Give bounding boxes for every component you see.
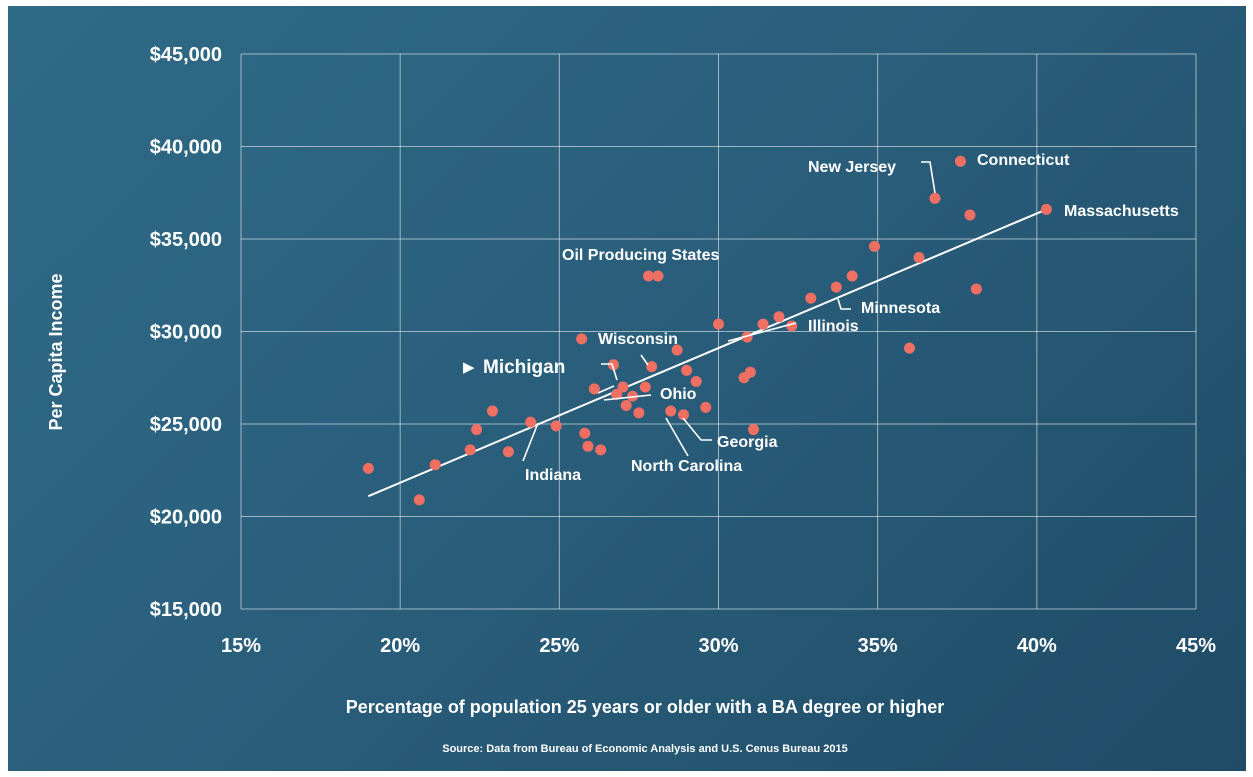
annotation-leader-line [682, 417, 712, 441]
data-point [868, 240, 880, 252]
data-point [582, 440, 594, 452]
x-tick-label: 45% [1176, 635, 1216, 657]
y-tick-label: $35,000 [150, 229, 222, 251]
data-point [502, 446, 514, 458]
data-point [741, 331, 753, 343]
data-point [620, 400, 632, 411]
data-point [830, 281, 842, 293]
data-point [671, 344, 683, 356]
data-point [362, 462, 374, 474]
data-point [677, 409, 689, 421]
label-oil-producing-states: Oil Producing States [562, 247, 719, 264]
x-axis-title: Percentage of population 25 years or old… [346, 697, 944, 717]
x-tick-label: 15% [221, 635, 261, 657]
data-point [579, 427, 591, 439]
data-point [413, 494, 425, 506]
data-point [744, 366, 756, 378]
data-point [576, 333, 588, 345]
data-point [913, 252, 925, 263]
x-tick-label: 20% [380, 635, 420, 657]
trendline [367, 208, 1047, 498]
data-point [681, 364, 693, 376]
data-point [929, 192, 941, 204]
data-point [757, 318, 769, 330]
data-point [607, 359, 619, 371]
data-point [595, 444, 607, 456]
x-tick-label: 40% [1017, 635, 1057, 657]
data-point [471, 424, 483, 436]
data-point [665, 405, 677, 417]
y-tick-label: $15,000 [150, 599, 222, 621]
label-wisconsin: Wisconsin [598, 331, 678, 348]
annotation-leader-line [603, 394, 652, 401]
annotation-leader-line [597, 385, 615, 394]
x-axis-ticks: 15% 20% 25% 30% 35% 40% 45% [221, 635, 1216, 657]
data-point [633, 407, 645, 419]
data-point [642, 270, 654, 282]
data-point [1040, 203, 1052, 215]
annotation-leaders [522, 161, 936, 462]
x-tick-label: 30% [698, 635, 738, 657]
data-point [550, 420, 562, 432]
annotation-leader-line [837, 298, 851, 310]
data-point [700, 401, 712, 413]
data-point [429, 459, 441, 471]
annotation-leader-line [640, 354, 649, 366]
x-tick-label: 25% [539, 635, 579, 657]
data-point [748, 424, 760, 436]
label-minnesota: Minnesota [861, 300, 940, 317]
y-axis-ticks: $15,000 $20,000 $25,000 $30,000 $35,000 $40,0… [150, 44, 222, 621]
annotation-leader-line [665, 417, 689, 457]
y-axis-title: Per Capita Income [46, 273, 66, 430]
data-point [964, 209, 976, 221]
annotation-leader-line [921, 161, 936, 194]
x-tick-label: 35% [858, 635, 898, 657]
data-point [639, 381, 651, 393]
trendline-group [367, 208, 1047, 498]
label-north-carolina: North Carolina [631, 458, 742, 475]
data-point [954, 155, 966, 167]
label-indiana: Indiana [525, 467, 581, 484]
data-point [617, 381, 629, 393]
label-michigan: Michigan [483, 357, 565, 378]
data-point [486, 405, 498, 417]
label-connecticut: Connecticut [977, 152, 1070, 169]
data-point [805, 292, 817, 304]
data-point [588, 383, 600, 395]
data-point [773, 311, 785, 323]
label-new-jersey: New Jersey [808, 159, 896, 176]
label-ohio: Ohio [660, 386, 697, 403]
data-point [713, 318, 724, 330]
source-note: Source: Data from Bureau of Economic Ana… [442, 743, 847, 755]
data-point [611, 388, 623, 400]
data-point [846, 270, 858, 282]
data-point [464, 444, 476, 456]
annotation-leader-line [522, 422, 539, 462]
label-illinois: Illinois [808, 318, 859, 335]
annotation-leader-line [727, 322, 797, 342]
y-tick-label: $45,000 [150, 44, 222, 66]
annotation-leader-line [601, 363, 618, 381]
data-point [970, 283, 982, 295]
y-tick-label: $30,000 [150, 322, 222, 344]
data-point [525, 416, 537, 428]
grid-lines [240, 53, 1197, 610]
y-tick-label: $40,000 [150, 137, 222, 159]
y-tick-label: $25,000 [150, 414, 222, 436]
label-georgia: Georgia [717, 434, 778, 451]
michigan-marker-icon: ▶ [463, 359, 475, 376]
data-point [646, 361, 658, 373]
y-tick-label: $20,000 [150, 507, 222, 529]
data-point [690, 375, 702, 387]
label-massachusetts: Massachusetts [1064, 203, 1179, 220]
data-point [904, 342, 915, 354]
data-point [652, 270, 664, 282]
data-points [362, 155, 1052, 506]
